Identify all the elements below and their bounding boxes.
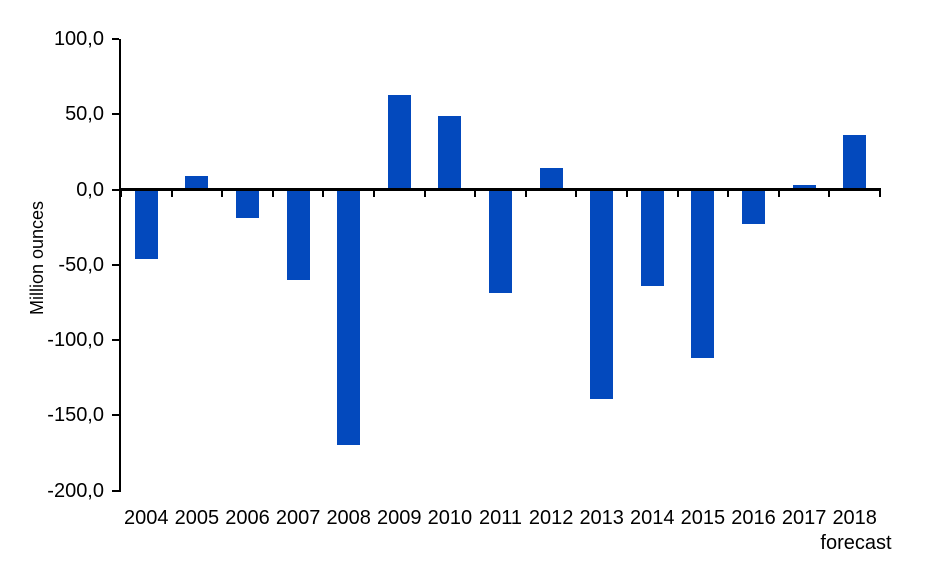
y-tick-mark: [112, 263, 119, 266]
x-category-label-2012: 2012: [528, 507, 574, 529]
y-tick-mark: [112, 489, 119, 492]
x-tick-mark: [322, 191, 325, 197]
bar-2008: [337, 189, 361, 446]
bar-2014: [640, 189, 664, 286]
x-tick-mark: [828, 191, 831, 197]
x-tick-mark: [423, 191, 426, 197]
y-tick-mark: [112, 38, 119, 40]
x-tick-mark: [373, 191, 375, 197]
x-category-label-2005: 2005: [174, 507, 220, 529]
x-category-label-2006: 2006: [225, 507, 270, 529]
x-category-label-2014: 2014: [630, 507, 675, 529]
bar-2013: [590, 189, 614, 399]
bar-2015: [691, 189, 715, 359]
forecast-note: forecast: [820, 532, 892, 554]
x-tick-mark: [626, 191, 628, 197]
x-tick-mark: [727, 191, 730, 197]
y-tick-mark: [112, 414, 119, 417]
x-category-label-2008: 2008: [326, 507, 371, 529]
x-tick-mark: [120, 191, 122, 197]
x-axis-line: [119, 188, 881, 191]
x-category-label-2015: 2015: [680, 507, 726, 529]
x-tick-mark: [879, 191, 881, 197]
bar-2004: [134, 189, 158, 259]
x-category-label-2004: 2004: [124, 507, 169, 529]
bar-2012: [539, 168, 563, 190]
bar-2016: [742, 189, 765, 225]
x-category-label-2011: 2011: [478, 507, 522, 529]
bar-2017: [792, 184, 816, 190]
x-tick-mark: [676, 191, 679, 197]
x-tick-mark: [777, 191, 780, 197]
y-tick-label: 50,0: [65, 103, 104, 126]
x-tick-mark: [170, 191, 173, 197]
bar-2011: [489, 189, 512, 294]
x-tick-mark: [221, 191, 224, 197]
y-tick-mark: [112, 188, 119, 191]
x-category-label-2009: 2009: [377, 507, 422, 529]
x-category-label-2013: 2013: [579, 507, 624, 529]
bar-2009: [387, 94, 411, 190]
bar-2005: [185, 175, 209, 190]
y-tick-mark: [112, 113, 119, 116]
x-category-label-2007: 2007: [275, 507, 321, 529]
x-category-label-2017: 2017: [781, 507, 827, 529]
y-axis-line: [119, 39, 121, 492]
x-tick-mark: [474, 191, 477, 197]
bar-2010: [438, 115, 462, 190]
x-tick-mark: [575, 191, 578, 197]
x-tick-mark: [271, 191, 274, 197]
x-category-label-2018: 2018: [832, 507, 877, 529]
y-tick-label: -50,0: [58, 253, 104, 276]
y-tick-mark: [112, 339, 119, 341]
y-tick-label: -100,0: [47, 329, 104, 351]
y-tick-label: 100,0: [53, 28, 104, 50]
y-tick-label: -200,0: [47, 479, 104, 502]
x-tick-mark: [524, 191, 527, 197]
x-category-label-2016: 2016: [731, 507, 776, 529]
bar-2018: [843, 135, 867, 190]
y-tick-label: -150,0: [47, 404, 104, 427]
bar-2006: [236, 189, 259, 219]
bar-2007: [286, 189, 310, 280]
y-tick-label: 0,0: [76, 178, 104, 201]
x-category-label-2010: 2010: [427, 507, 473, 529]
